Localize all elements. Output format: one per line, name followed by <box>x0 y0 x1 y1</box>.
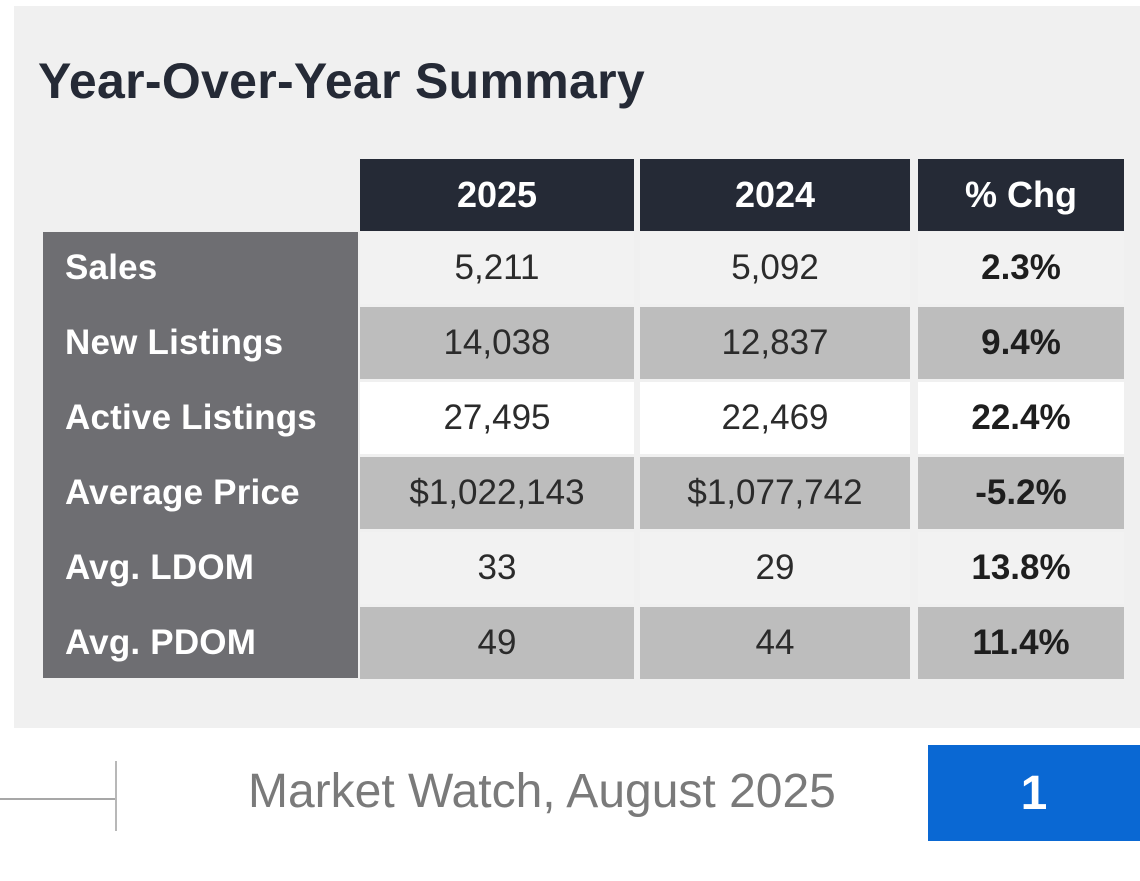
row-label-avg-pdom: Avg. PDOM <box>65 623 257 662</box>
table-cell-avg-pdom-2025: 49 <box>360 607 634 679</box>
row-label-average-price: Average Price <box>65 473 300 512</box>
column-header-2025: 2025 <box>360 159 634 231</box>
page-title: Year-Over-Year Summary <box>38 53 645 109</box>
table-cell-avg-pdom-chg: 11.4% <box>918 607 1124 679</box>
table-cell-avg-pdom-2024: 44 <box>640 607 910 679</box>
table-cell-average-price-2025: $1,022,143 <box>360 457 634 529</box>
table-cell-sales-2025: 5,211 <box>360 232 634 304</box>
table-cell-avg-ldom-2024: 29 <box>640 532 910 604</box>
row-label-sales: Sales <box>65 248 158 287</box>
row-label-new-listings: New Listings <box>65 323 284 362</box>
row-label-column <box>43 232 358 678</box>
footer-divider-tick <box>115 761 117 831</box>
table-cell-active-listings-2024: 22,469 <box>640 382 910 454</box>
table-cell-active-listings-chg: 22.4% <box>918 382 1124 454</box>
column-header-pct-chg: % Chg <box>918 159 1124 231</box>
table-cell-new-listings-chg: 9.4% <box>918 307 1124 379</box>
table-cell-new-listings-2024: 12,837 <box>640 307 910 379</box>
footer-publication-title: Market Watch, August 2025 <box>248 765 836 818</box>
table-cell-average-price-2024: $1,077,742 <box>640 457 910 529</box>
column-header-2024: 2024 <box>640 159 910 231</box>
table-cell-average-price-chg: -5.2% <box>918 457 1124 529</box>
table-cell-sales-chg: 2.3% <box>918 232 1124 304</box>
row-label-avg-ldom: Avg. LDOM <box>65 548 255 587</box>
table-cell-avg-ldom-2025: 33 <box>360 532 634 604</box>
row-label-active-listings: Active Listings <box>65 398 317 437</box>
table-cell-sales-2024: 5,092 <box>640 232 910 304</box>
table-cell-avg-ldom-chg: 13.8% <box>918 532 1124 604</box>
footer-divider-line <box>0 798 117 800</box>
table-cell-new-listings-2025: 14,038 <box>360 307 634 379</box>
table-cell-active-listings-2025: 27,495 <box>360 382 634 454</box>
page-number-badge: 1 <box>928 745 1140 841</box>
